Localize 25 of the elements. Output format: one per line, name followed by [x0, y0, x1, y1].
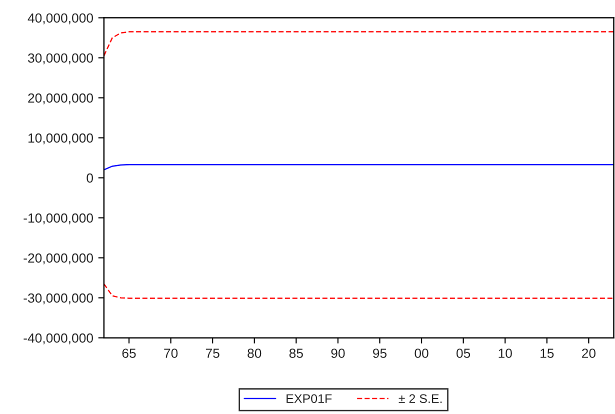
x-tick-label: 05 [456, 348, 470, 358]
x-tick-label: 90 [331, 348, 345, 358]
x-tick-label: 85 [289, 348, 303, 358]
legend-label: EXP01F [286, 394, 332, 404]
x-tick-label: 00 [414, 348, 428, 358]
y-tick-label: -40,000,000 [24, 333, 94, 344]
line-series [104, 283, 614, 299]
y-tick-label: 20,000,000 [28, 93, 94, 104]
y-tick-label: -30,000,000 [24, 293, 94, 304]
y-tick-label: 0 [86, 173, 94, 183]
y-tick-label: 40,000,000 [28, 13, 94, 24]
x-tick-label: 95 [373, 348, 387, 358]
x-tick-label: 75 [206, 348, 220, 358]
y-tick-label: -10,000,000 [24, 213, 94, 224]
x-tick-label: 20 [582, 348, 596, 358]
x-tick-label: 65 [122, 348, 136, 358]
y-tick-label: -20,000,000 [24, 253, 94, 264]
x-tick-label: 80 [248, 348, 262, 358]
x-tick-label: 10 [498, 348, 512, 358]
legend-label: ± 2 S.E. [398, 394, 442, 404]
y-tick-label: 30,000,000 [28, 53, 94, 64]
x-tick-label: 70 [164, 348, 178, 358]
line-series [104, 31, 614, 56]
x-tick-label: 15 [540, 348, 554, 358]
y-tick-label: 10,000,000 [28, 133, 94, 144]
